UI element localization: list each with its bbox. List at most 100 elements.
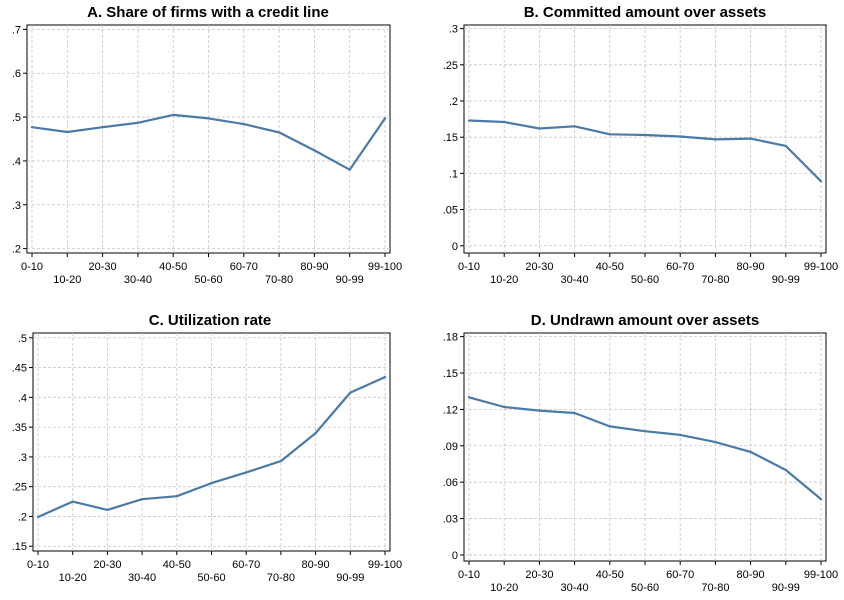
x-tick-label: 10-20 [490, 582, 518, 594]
panel-1: A. Share of firms with a credit line .2 .3… [12, 4, 402, 286]
y-tick-label: .1 [449, 168, 458, 180]
data-point [242, 122, 245, 126]
y-tick-label: .2 [12, 244, 21, 256]
data-point [245, 471, 248, 474]
x-tick-label: 90-99 [772, 274, 800, 286]
x-tick-label: 0-10 [27, 559, 49, 571]
y-tick-label: .15 [12, 541, 27, 553]
data-point [106, 508, 109, 512]
x-tick-label: 40-50 [159, 261, 187, 273]
chart-title: C. Utilization rate [149, 312, 272, 329]
data-point [784, 468, 787, 472]
y-tick-label: .09 [443, 441, 458, 453]
y-tick-label: .2 [18, 511, 27, 523]
plot-frame [26, 24, 391, 254]
data-point [467, 119, 471, 122]
x-tick-label: 99-100 [368, 559, 402, 571]
y-tick-label: .05 [443, 205, 458, 217]
y-tick-label: .4 [12, 156, 21, 168]
x-tick-label: 70-80 [701, 274, 729, 286]
y-tick-label: .18 [443, 332, 458, 344]
chart-title: D. Undrawn amount over assets [531, 312, 759, 329]
data-point [679, 433, 682, 436]
x-tick-label: 70-80 [267, 572, 295, 584]
y-tick-label: .15 [443, 368, 458, 380]
x-tick-label: 60-70 [666, 261, 694, 273]
x-tick-label: 60-70 [230, 261, 258, 273]
data-point [573, 125, 576, 128]
y-tick-label: .15 [443, 132, 458, 144]
data-point [349, 391, 352, 394]
data-point [279, 459, 282, 463]
plot-frame [463, 24, 827, 254]
data-point [210, 481, 213, 485]
x-tick-label: 40-50 [596, 569, 624, 581]
data-point [30, 126, 34, 129]
x-tick-label: 20-30 [525, 261, 553, 273]
data-point [141, 498, 144, 501]
x-tick-label: 80-90 [300, 261, 328, 273]
x-tick-label: 50-60 [631, 274, 659, 286]
y-tick-label: .35 [12, 422, 27, 434]
y-tick-label: .45 [12, 363, 27, 375]
data-point [71, 500, 74, 503]
x-tick-label: 99-100 [368, 261, 402, 273]
data-point [714, 138, 717, 141]
x-tick-label: 50-60 [197, 572, 225, 584]
data-point [749, 450, 752, 453]
x-tick-label: 20-30 [89, 261, 117, 273]
x-tick-label: 20-30 [93, 559, 121, 571]
chart-title: A. Share of firms with a credit line [87, 4, 329, 21]
y-tick-label: .25 [12, 482, 27, 494]
data-point [136, 121, 139, 124]
y-tick-label: .5 [12, 112, 21, 124]
data-point [383, 117, 387, 120]
x-tick-label: 50-60 [631, 582, 659, 594]
x-tick-label: 60-70 [666, 569, 694, 581]
data-point [608, 133, 611, 136]
y-tick-label: .6 [12, 68, 21, 80]
y-tick-label: .2 [449, 96, 458, 108]
data-point [643, 133, 647, 137]
x-tick-label: 70-80 [701, 582, 729, 594]
x-tick-label: 0-10 [458, 569, 480, 581]
data-point [714, 441, 717, 444]
data-point [383, 375, 387, 379]
y-tick-label: .3 [449, 24, 458, 36]
y-tick-label: .4 [18, 392, 27, 404]
x-tick-label: 30-40 [561, 274, 589, 286]
y-tick-label: .25 [443, 60, 458, 72]
data-point [608, 425, 611, 428]
data-point [784, 144, 787, 147]
x-tick-label: 20-30 [525, 569, 553, 581]
panel-2: B. Committed amount over assets 0 .05 .1 .15… [443, 4, 838, 286]
y-tick-label: .5 [18, 333, 27, 345]
y-tick-label: 0 [452, 241, 458, 253]
x-tick-label: 90-99 [336, 572, 364, 584]
data-point [172, 113, 175, 116]
x-tick-label: 50-60 [194, 274, 222, 286]
x-tick-label: 90-99 [336, 274, 364, 286]
x-tick-label: 60-70 [232, 559, 260, 571]
data-point [314, 431, 317, 435]
data-point [101, 126, 104, 129]
data-point [467, 396, 471, 399]
x-tick-label: 80-90 [737, 261, 765, 273]
x-tick-label: 10-20 [53, 274, 81, 286]
x-tick-label: 70-80 [265, 274, 293, 286]
y-tick-label: .12 [443, 404, 458, 416]
data-point [278, 131, 281, 134]
panel-4: D. Undrawn amount over assets 0 .03 .06 .09.… [443, 312, 838, 594]
x-tick-label: 99-100 [804, 569, 838, 581]
data-point [503, 405, 506, 409]
panel-3: C. Utilization rate .15 .2 .25 .3 .35 .4 .45 .5 0… [12, 312, 402, 584]
data-point [819, 498, 823, 501]
data-point [538, 127, 541, 130]
x-tick-label: 40-50 [163, 559, 191, 571]
y-tick-label: .3 [12, 200, 21, 212]
x-tick-label: 0-10 [21, 261, 43, 273]
x-tick-label: 80-90 [302, 559, 330, 571]
y-tick-label: .7 [12, 24, 21, 36]
data-point [749, 137, 752, 140]
